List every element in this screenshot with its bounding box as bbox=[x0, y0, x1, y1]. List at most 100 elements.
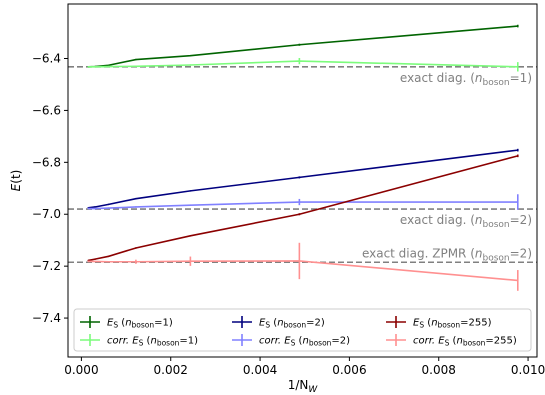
x-tick-label: 0.000 bbox=[64, 363, 98, 377]
legend-label-e-sub: S bbox=[419, 321, 424, 330]
x-axis-title: 1/NW bbox=[288, 378, 319, 395]
legend-label-suffix: =255) bbox=[460, 318, 491, 329]
reference-label-var: n bbox=[475, 213, 483, 227]
legend-label-var-sub: boson bbox=[463, 339, 486, 348]
y-tick-label: −6.8 bbox=[32, 155, 61, 169]
x-axis-title-sub: W bbox=[308, 385, 318, 395]
legend-label-paren: ( bbox=[270, 318, 277, 329]
legend-label-var-sub: boson bbox=[284, 321, 307, 330]
reference-lines: exact diag. (nboson=1)exact diag. (nboso… bbox=[68, 66, 537, 263]
reference-label-suffix: =2) bbox=[510, 246, 532, 260]
reference-label-suffix: =1) bbox=[510, 71, 532, 85]
y-axis-title: E(t) bbox=[9, 170, 23, 192]
y-tick-label: −7.0 bbox=[32, 207, 61, 221]
data-point bbox=[189, 54, 192, 57]
reference-label: exact diag. (nboson=2) bbox=[400, 213, 532, 230]
legend-label: corr. ES (nboson=2) bbox=[259, 336, 350, 348]
x-tick-label: 0.008 bbox=[422, 363, 456, 377]
legend-label-suffix: =2) bbox=[306, 318, 325, 329]
legend-label-var: n bbox=[277, 318, 283, 329]
legend-label-e: E bbox=[413, 318, 420, 329]
legend-label-suffix: =255) bbox=[485, 336, 516, 347]
x-tick-label: 0.002 bbox=[154, 363, 188, 377]
data-point bbox=[189, 64, 192, 66]
reference-label-var: n bbox=[475, 246, 483, 260]
x-tick-label: 0.006 bbox=[332, 363, 366, 377]
data-point bbox=[94, 66, 96, 68]
data-point bbox=[107, 65, 110, 68]
data-point bbox=[107, 260, 110, 263]
reference-label-prefix: exact diag. ( bbox=[400, 213, 475, 227]
legend-label-e: E bbox=[259, 318, 266, 329]
legend-label-suffix: =1) bbox=[179, 336, 198, 347]
legend-label-e-sub: S bbox=[139, 339, 144, 348]
legend-label-var: n bbox=[431, 318, 437, 329]
legend-label-e-sub: S bbox=[445, 339, 450, 348]
y-tick-label: −7.2 bbox=[32, 259, 61, 273]
data-point bbox=[94, 260, 96, 263]
legend-label: ES (nboson=255) bbox=[413, 318, 492, 330]
y-tick-label: −6.4 bbox=[32, 52, 61, 66]
data-point bbox=[107, 64, 110, 67]
data-point bbox=[94, 207, 96, 210]
data-point bbox=[107, 255, 110, 258]
legend: ES (nboson=1)corr. ES (nboson=1)ES (nbos… bbox=[73, 308, 532, 352]
legend-label-e-sub: S bbox=[113, 321, 118, 330]
legend-label-paren: ( bbox=[424, 318, 431, 329]
legend-label: corr. ES (nboson=255) bbox=[413, 336, 517, 348]
reference-label-suffix: =2) bbox=[510, 213, 532, 227]
legend-box bbox=[73, 308, 532, 352]
reference-label-sub: boson bbox=[483, 78, 510, 88]
legend-label-var: n bbox=[302, 336, 308, 347]
data-point bbox=[189, 234, 192, 237]
legend-label-paren: ( bbox=[143, 336, 150, 347]
data-point bbox=[135, 247, 137, 249]
data-point bbox=[94, 206, 96, 208]
legend-label-var-sub: boson bbox=[309, 339, 332, 348]
data-point bbox=[107, 203, 110, 206]
data-point bbox=[135, 206, 137, 208]
data-point bbox=[135, 58, 137, 61]
x-tick-label: 0.004 bbox=[243, 363, 277, 377]
series-group bbox=[87, 24, 519, 291]
y-axis-title-paren: (t) bbox=[9, 170, 23, 184]
legend-label-var: n bbox=[125, 318, 131, 329]
reference-label: exact diag. (nboson=1) bbox=[400, 71, 532, 88]
legend-label-var-sub: boson bbox=[157, 339, 180, 348]
series-line bbox=[88, 60, 518, 68]
data-point bbox=[87, 66, 90, 68]
series-line bbox=[88, 149, 518, 209]
legend-label-suffix: =2) bbox=[331, 336, 350, 347]
legend-label: corr. ES (nboson=1) bbox=[107, 336, 198, 348]
data-point bbox=[189, 204, 192, 206]
data-point bbox=[189, 190, 192, 192]
x-axis-title-main: 1/N bbox=[288, 378, 309, 392]
series-line bbox=[88, 155, 518, 262]
reference-label-var: n bbox=[475, 71, 483, 85]
data-point bbox=[135, 197, 137, 200]
axes-group: 0.000 0.002 0.004 0.006 0.008 0.010 −7.4 −7.2 −7… bbox=[9, 52, 545, 395]
data-point bbox=[87, 207, 90, 210]
legend-label-e: corr. E bbox=[413, 336, 445, 347]
y-axis-title-main: E bbox=[9, 183, 23, 191]
legend-label-e: E bbox=[107, 318, 114, 329]
legend-label-var-sub: boson bbox=[132, 321, 155, 330]
legend-label-var-sub: boson bbox=[438, 321, 461, 330]
legend-label-e: corr. E bbox=[259, 336, 291, 347]
reference-label-prefix: exact diag. ZPMR ( bbox=[362, 246, 475, 260]
data-point bbox=[87, 260, 90, 263]
legend-label-e-sub: S bbox=[265, 321, 270, 330]
plot-frame bbox=[67, 3, 538, 358]
legend-label-e-sub: S bbox=[291, 339, 296, 348]
data-point bbox=[107, 207, 110, 209]
data-point bbox=[94, 258, 96, 260]
reference-label: exact diag. ZPMR (nboson=2) bbox=[362, 246, 532, 263]
legend-label-e: corr. E bbox=[107, 336, 139, 347]
reference-label-sub: boson bbox=[483, 220, 510, 230]
x-tick-label: 0.010 bbox=[511, 363, 545, 377]
legend-label-suffix: =1) bbox=[154, 318, 173, 329]
legend-label: ES (nboson=2) bbox=[259, 318, 325, 330]
reference-label-prefix: exact diag. ( bbox=[400, 71, 475, 85]
